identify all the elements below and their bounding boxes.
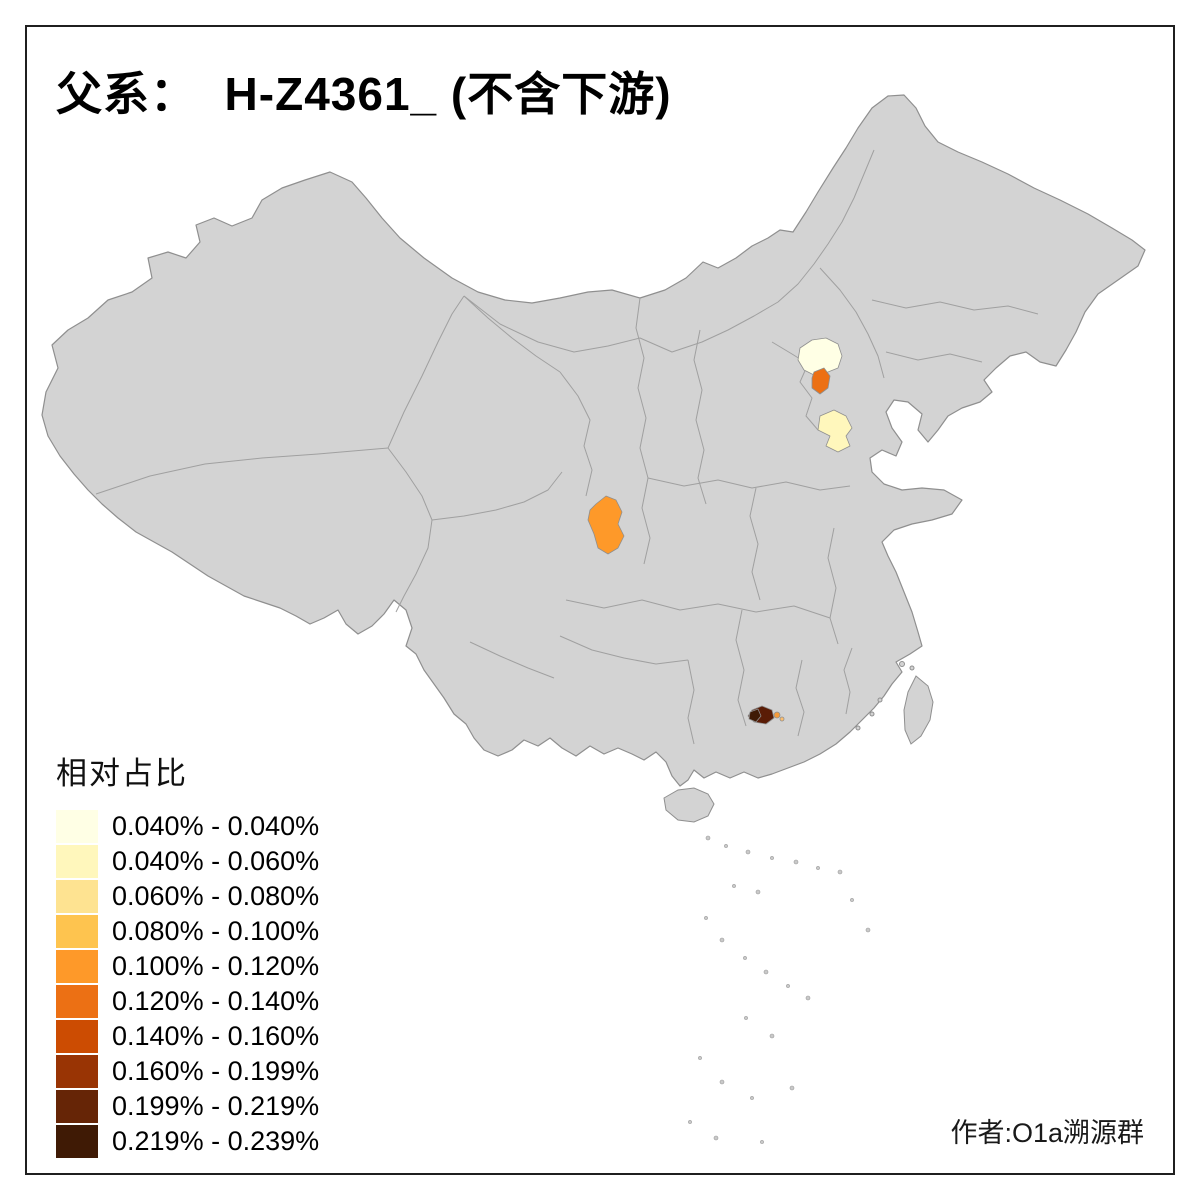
region-beijing-outer xyxy=(797,337,843,377)
page-title: 父系： H-Z4361_ (不含下游) xyxy=(56,68,672,120)
legend-items: 0.040% - 0.040% 0.040% - 0.060% 0.060% - 0… xyxy=(56,809,319,1159)
credit-text: 作者:O1a溯源群 xyxy=(950,1118,1144,1148)
legend-item: 0.140% - 0.160% xyxy=(56,1019,319,1054)
legend-label: 0.100% - 0.120% xyxy=(112,951,320,981)
legend-label: 0.040% - 0.040% xyxy=(112,811,320,841)
legend-item: 0.199% - 0.219% xyxy=(56,1089,319,1124)
legend-swatch xyxy=(56,880,98,913)
islands xyxy=(663,661,934,823)
legend-swatch xyxy=(56,1055,98,1088)
legend-label: 0.199% - 0.219% xyxy=(112,1091,320,1121)
legend-label: 0.060% - 0.080% xyxy=(112,881,320,911)
legend-swatch xyxy=(56,1090,98,1123)
province-borders xyxy=(95,149,1039,745)
legend-swatch xyxy=(56,1020,98,1053)
legend-item: 0.100% - 0.120% xyxy=(56,949,319,984)
legend-label: 0.140% - 0.160% xyxy=(112,1021,320,1051)
legend-label: 0.160% - 0.199% xyxy=(112,1056,320,1086)
region-beijing-inner xyxy=(811,367,831,395)
legend-swatch xyxy=(56,985,98,1018)
legend: 相对占比 0.040% - 0.040% 0.040% - 0.060% 0.060… xyxy=(56,748,319,1159)
legend-item: 0.060% - 0.080% xyxy=(56,879,319,914)
legend-title: 相对占比 xyxy=(56,756,188,791)
legend-item: 0.040% - 0.060% xyxy=(56,844,319,879)
legend-item: 0.219% - 0.239% xyxy=(56,1124,319,1159)
legend-swatch xyxy=(56,845,98,878)
region-guangdong-spot xyxy=(773,711,781,719)
mainland-china xyxy=(41,94,1146,787)
legend-label: 0.120% - 0.140% xyxy=(112,986,320,1016)
legend-label: 0.080% - 0.100% xyxy=(112,916,320,946)
region-guangdong-darkest xyxy=(748,708,762,723)
legend-swatch xyxy=(56,810,98,843)
legend-item: 0.080% - 0.100% xyxy=(56,914,319,949)
legend-label: 0.040% - 0.060% xyxy=(112,846,320,876)
region-guangdong-spot2 xyxy=(779,716,785,722)
legend-item: 0.160% - 0.199% xyxy=(56,1054,319,1089)
region-sichuan-center xyxy=(587,495,625,555)
south-sea-islets xyxy=(688,835,871,1144)
legend-item: 0.040% - 0.040% xyxy=(56,809,319,844)
legend-swatch xyxy=(56,1125,98,1158)
legend-swatch xyxy=(56,950,98,983)
legend-label: 0.219% - 0.239% xyxy=(112,1126,320,1156)
legend-swatch xyxy=(56,915,98,948)
legend-item: 0.120% - 0.140% xyxy=(56,984,319,1019)
taiwan-island xyxy=(903,675,934,745)
highlight-regions xyxy=(587,337,853,725)
region-shandong-west xyxy=(817,409,853,453)
hainan-island xyxy=(663,787,715,823)
